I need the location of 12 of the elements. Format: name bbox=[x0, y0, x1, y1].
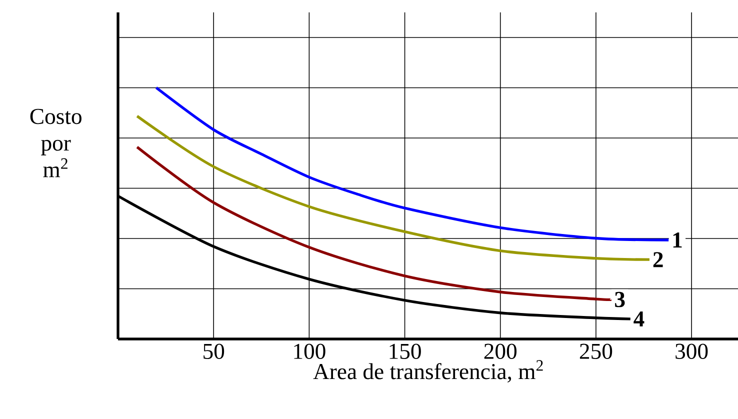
series-label: 2 bbox=[653, 252, 663, 268]
series-label: 3 bbox=[615, 292, 625, 308]
x-tick-label: 100 bbox=[294, 344, 326, 360]
x-tick-label: 300 bbox=[676, 344, 708, 360]
series-label: 4 bbox=[634, 311, 644, 326]
x-tick-label: 50 bbox=[204, 344, 224, 360]
series-label: 1 bbox=[673, 232, 682, 248]
x-tick-label: 150 bbox=[390, 344, 421, 360]
x-axis-title: Area de transferencia, m$^{2}$ bbox=[313, 360, 543, 383]
x-tick-label: 200 bbox=[484, 344, 517, 360]
x-tick-label: 250 bbox=[580, 344, 612, 360]
y-axis-title: Costo por m$^{2}$ bbox=[30, 108, 82, 178]
